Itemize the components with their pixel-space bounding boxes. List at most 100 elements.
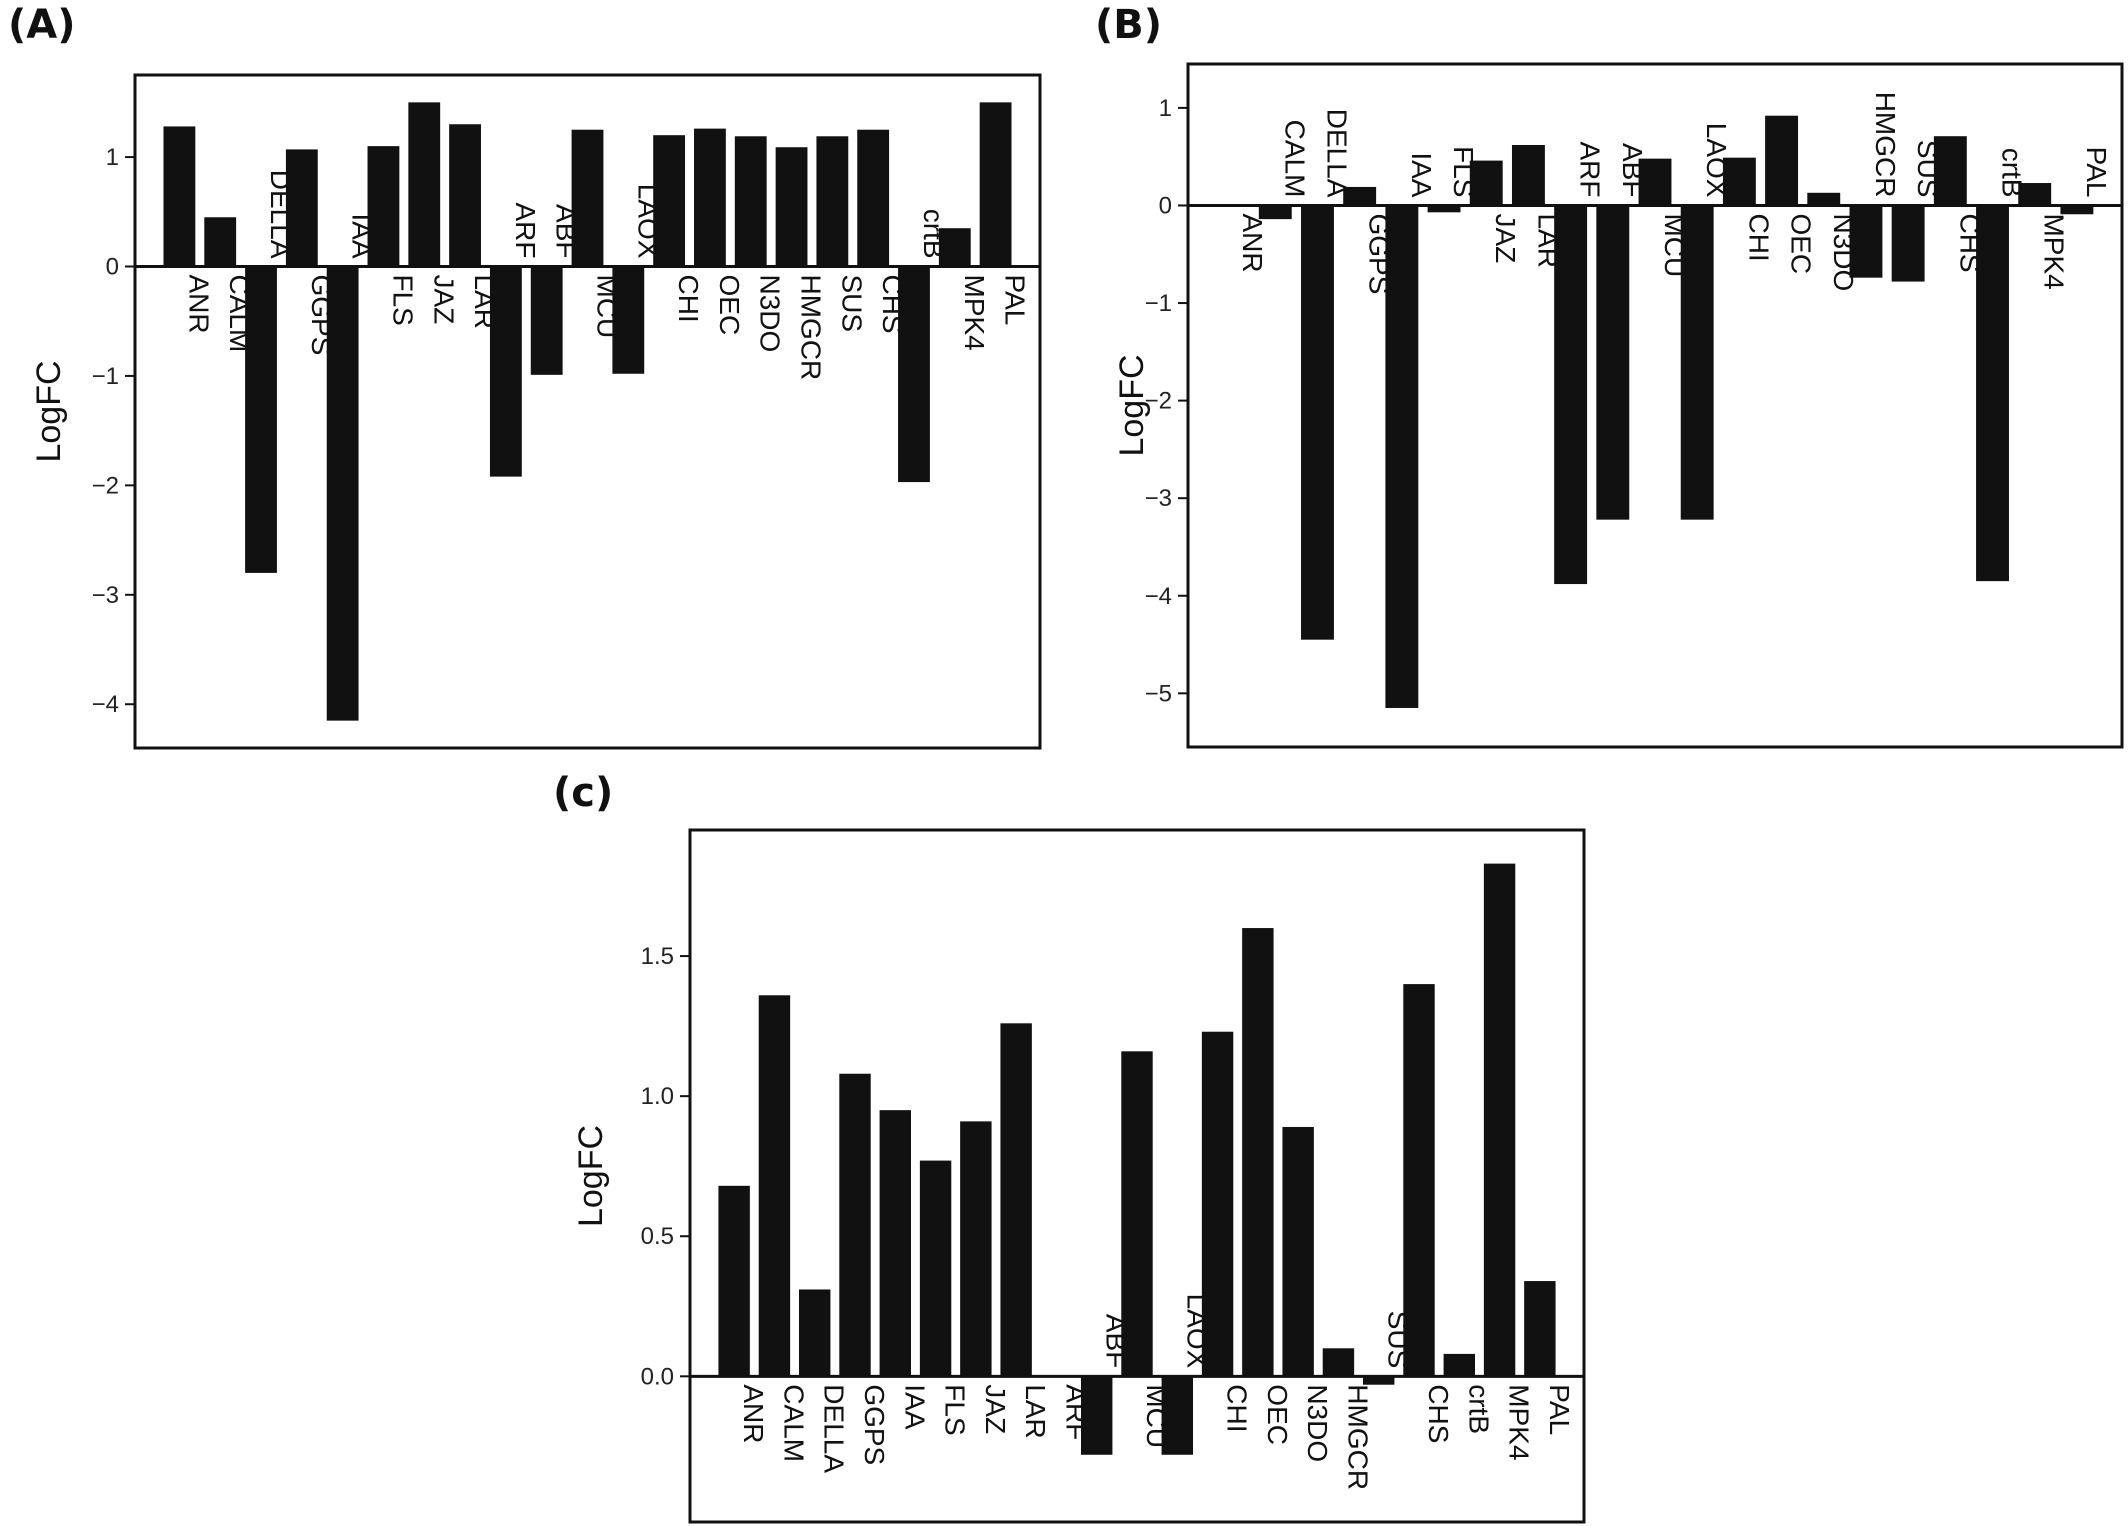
category-label-b: CALM bbox=[1279, 120, 1310, 198]
bar-a bbox=[245, 266, 277, 573]
category-label-b: OEC bbox=[1786, 213, 1817, 274]
bar-b bbox=[1638, 158, 1672, 206]
bar-b bbox=[2018, 183, 2052, 206]
y-tick-label-b: 1 bbox=[1159, 95, 1172, 122]
bar-a bbox=[326, 266, 359, 721]
bar-a bbox=[898, 266, 930, 483]
bar-a bbox=[367, 146, 400, 267]
bar-b bbox=[2060, 205, 2094, 215]
category-label-c: ANR bbox=[738, 1384, 769, 1443]
bar-c bbox=[1282, 1126, 1314, 1377]
bar-c bbox=[799, 1289, 831, 1377]
y-tick-label-a: 1 bbox=[106, 144, 119, 171]
category-label-b: JAZ bbox=[1490, 213, 1521, 263]
bar-c bbox=[1403, 984, 1435, 1377]
bar-c bbox=[919, 1160, 952, 1377]
bar-a bbox=[612, 266, 645, 374]
bar-a bbox=[938, 228, 971, 267]
bar-c bbox=[1000, 1023, 1032, 1377]
bar-c bbox=[1483, 863, 1516, 1377]
panel-label-c: (c) bbox=[553, 770, 614, 816]
bar-a bbox=[694, 128, 726, 267]
category-label-a: N3DO bbox=[755, 275, 786, 353]
bar-b bbox=[1722, 157, 1756, 206]
category-label-b: ARF bbox=[1575, 141, 1606, 197]
category-label-a: SUS bbox=[836, 275, 867, 333]
bar-b bbox=[1933, 136, 1967, 206]
bar-b bbox=[1427, 205, 1461, 213]
bar-c bbox=[839, 1073, 871, 1377]
bar-c bbox=[1161, 1376, 1193, 1455]
category-label-a: JAZ bbox=[428, 275, 459, 325]
bar-b bbox=[1976, 205, 2009, 582]
y-tick-label-a: −4 bbox=[92, 691, 119, 718]
y-tick-label-b: −4 bbox=[1145, 583, 1172, 610]
y-tick-label-a: −1 bbox=[92, 363, 119, 390]
bar-a bbox=[653, 135, 686, 267]
y-tick-label-b: −2 bbox=[1145, 388, 1172, 415]
category-label-c: N3DO bbox=[1302, 1384, 1333, 1462]
bar-b bbox=[1596, 205, 1630, 520]
category-label-c: GGPS bbox=[859, 1384, 890, 1465]
category-label-a: ANR bbox=[183, 275, 214, 334]
category-label-a: FLS bbox=[387, 275, 418, 326]
category-label-b: MPK4 bbox=[2039, 213, 2070, 289]
y-tick-label-c: 1.0 bbox=[641, 1083, 674, 1110]
category-label-c: DELLA bbox=[819, 1384, 850, 1473]
bar-c bbox=[879, 1110, 911, 1377]
category-label-b: ANR bbox=[1237, 213, 1268, 272]
bar-b bbox=[1301, 205, 1334, 640]
category-label-b: DELLA bbox=[1321, 109, 1352, 198]
panel-label-b: (B) bbox=[1095, 2, 1163, 48]
bar-b bbox=[1807, 192, 1841, 206]
category-label-c: CHI bbox=[1222, 1384, 1253, 1432]
bar-c bbox=[1363, 1376, 1395, 1385]
y-tick-label-a: −2 bbox=[92, 472, 119, 499]
bar-c bbox=[1443, 1353, 1475, 1377]
category-label-c: HMGCR bbox=[1342, 1384, 1373, 1490]
bar-a bbox=[285, 149, 318, 267]
bar-a bbox=[204, 217, 237, 267]
bar-b bbox=[1554, 205, 1588, 585]
bar-b bbox=[1849, 205, 1883, 278]
y-axis-label-a: LogFC bbox=[30, 360, 68, 462]
bar-c bbox=[1121, 1051, 1153, 1377]
bar-a bbox=[449, 124, 481, 267]
bar-a bbox=[530, 266, 563, 375]
bar-a bbox=[408, 102, 441, 267]
category-label-a: PAL bbox=[1000, 275, 1031, 326]
y-tick-label-c: 0.0 bbox=[641, 1363, 674, 1390]
category-label-c: FLS bbox=[940, 1384, 971, 1435]
category-label-c: LAR bbox=[1020, 1384, 1051, 1438]
y-tick-label-c: 0.5 bbox=[641, 1223, 674, 1250]
bar-b bbox=[1511, 144, 1545, 206]
bar-c bbox=[1242, 928, 1274, 1377]
bar-c bbox=[960, 1121, 992, 1377]
bar-a bbox=[571, 129, 604, 267]
category-label-a: CHI bbox=[673, 275, 704, 323]
panel-label-a: (A) bbox=[8, 2, 76, 48]
y-tick-label-a: 0 bbox=[106, 254, 119, 281]
bar-a bbox=[857, 129, 890, 267]
bar-c bbox=[1081, 1376, 1113, 1455]
bar-c bbox=[718, 1185, 750, 1377]
category-label-b: HMGCR bbox=[1870, 92, 1901, 198]
y-tick-label-b: −5 bbox=[1145, 680, 1172, 707]
bar-c bbox=[1201, 1031, 1234, 1377]
category-label-c: CHS bbox=[1423, 1384, 1454, 1443]
category-label-c: JAZ bbox=[980, 1384, 1011, 1434]
plot-frame-c bbox=[688, 828, 1586, 1524]
category-label-a: OEC bbox=[714, 275, 745, 336]
category-label-b: CHI bbox=[1743, 213, 1774, 261]
bar-b bbox=[1469, 160, 1503, 206]
bar-c bbox=[1322, 1348, 1355, 1377]
category-label-b: PAL bbox=[2081, 147, 2112, 198]
category-label-c: PAL bbox=[1544, 1384, 1575, 1435]
plot-frame-a bbox=[133, 73, 1042, 750]
category-label-c: MPK4 bbox=[1504, 1384, 1535, 1460]
bar-a bbox=[816, 136, 849, 267]
category-label-c: CALM bbox=[778, 1384, 809, 1462]
